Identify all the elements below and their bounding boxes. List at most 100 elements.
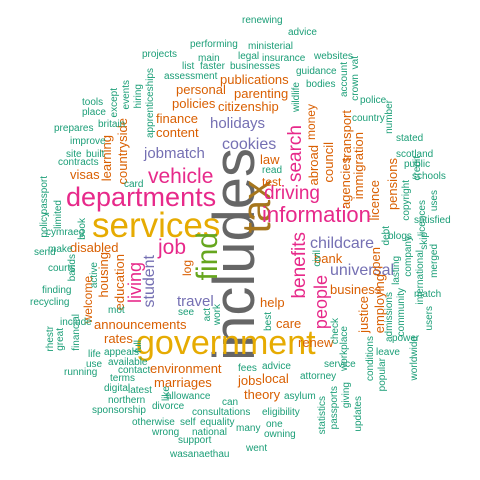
word-limited: limited: [53, 200, 64, 229]
word-childcare: childcare: [310, 235, 375, 252]
word-work: work: [212, 304, 223, 326]
word-visas: visas: [70, 167, 100, 182]
word-student: student: [141, 255, 158, 308]
word-driving: driving: [264, 183, 320, 204]
word-benefits: benefits: [289, 232, 310, 299]
word-service: service: [324, 359, 356, 370]
word-citizenship: citizenship: [218, 99, 279, 114]
word-theory: theory: [244, 387, 281, 402]
word-country: country: [352, 113, 385, 124]
word-allowance: allowance: [166, 391, 211, 402]
word-help: help: [260, 295, 285, 310]
word-owning: owning: [264, 429, 296, 440]
word-like: like: [161, 386, 172, 402]
word-business: business: [330, 282, 382, 297]
word-scotland: scotland: [396, 149, 434, 160]
word-advice: advice: [288, 27, 317, 38]
word-site: site: [66, 149, 82, 160]
word-publications: publications: [220, 72, 289, 87]
word-businesses: businesses: [230, 61, 281, 72]
word-government: government: [136, 324, 316, 362]
word-match: match: [414, 289, 442, 300]
word-merged: merged: [429, 244, 440, 278]
word-wasanaethau: wasanaethau: [170, 449, 230, 460]
word-announcements: announcements: [94, 317, 187, 332]
word-copyright: copyright: [401, 180, 412, 221]
word-guidance: guidance: [296, 66, 337, 77]
word-northern: northern: [108, 395, 146, 406]
word-community: community: [396, 288, 407, 337]
word-jobs: jobs: [238, 373, 262, 388]
word-leave: leave: [376, 347, 400, 358]
word-great: great: [55, 328, 66, 351]
word-environment: environment: [150, 361, 222, 376]
word-public: public: [404, 159, 431, 170]
word-renew: renew: [298, 335, 334, 350]
word-assessment: assessment: [164, 71, 218, 82]
word-disabled: disabled: [70, 240, 119, 255]
word-improve: improve: [70, 136, 106, 147]
word-finance: finance: [156, 111, 198, 126]
word-find: find: [191, 232, 224, 281]
word-people: people: [311, 275, 331, 330]
word-one: one: [266, 419, 283, 430]
word-projects: projects: [142, 49, 178, 60]
word-main: main: [198, 53, 220, 64]
word-tools: tools: [82, 97, 104, 108]
word-personal: personal: [176, 82, 226, 97]
word-log: log: [180, 260, 194, 277]
word-licences: licences: [417, 200, 428, 237]
word-contracts: contracts: [58, 157, 99, 168]
word-courts: courts: [48, 263, 76, 274]
word-local: local: [262, 371, 289, 386]
word-debt: debt: [381, 226, 392, 246]
word-card: card: [124, 179, 144, 190]
word-bodies: bodies: [306, 79, 336, 90]
word-divorce: divorce: [152, 401, 185, 412]
word-uses: uses: [429, 190, 440, 212]
word-see: see: [178, 307, 195, 318]
word-licence: licence: [367, 180, 382, 221]
word-sponsorship: sponsorship: [92, 405, 146, 416]
word-skip: skip: [419, 232, 430, 250]
word-departments: departments: [66, 182, 217, 212]
word-parenting: parenting: [234, 86, 289, 101]
word-read: read: [262, 165, 283, 176]
word-giving: giving: [341, 382, 352, 409]
word-self: self: [180, 417, 196, 428]
word-justice: justice: [356, 296, 371, 333]
word-running: running: [64, 367, 98, 378]
word-marriages: marriages: [154, 375, 212, 390]
word-conditions: conditions: [365, 336, 376, 382]
word-popular: popular: [377, 358, 388, 392]
word-travel: travel: [177, 293, 214, 310]
word-police: police: [360, 95, 387, 106]
word-updates: updates: [353, 396, 364, 432]
word-lasting: lasting: [391, 256, 402, 285]
word-holidays: holidays: [210, 115, 266, 132]
word-digital: digital: [104, 383, 131, 394]
word-blogs: blogs: [388, 231, 412, 242]
word-send: send: [34, 247, 56, 258]
word-services: services: [92, 206, 221, 245]
word-content: content: [156, 125, 199, 140]
word-statistics: statistics: [317, 396, 328, 435]
word-bands: bands: [67, 254, 78, 282]
word-number: number: [384, 100, 395, 134]
word-make: make: [48, 244, 73, 255]
word-latest: latest: [128, 385, 152, 396]
word-workplace: workplace: [339, 326, 350, 372]
word-pensions: pensions: [385, 158, 400, 211]
word-recycling: recycling: [30, 297, 70, 308]
word-consultations: consultations: [192, 407, 251, 418]
word-financial: financial: [71, 314, 82, 351]
word-council: council: [321, 142, 336, 183]
word-rates: rates: [104, 331, 133, 346]
word-built: built: [86, 149, 105, 160]
word-can: can: [222, 397, 239, 408]
word-worldwide: worldwide: [409, 336, 420, 381]
word-terms: terms: [110, 373, 135, 384]
word-money: money: [304, 104, 318, 141]
word-users: users: [424, 306, 435, 331]
